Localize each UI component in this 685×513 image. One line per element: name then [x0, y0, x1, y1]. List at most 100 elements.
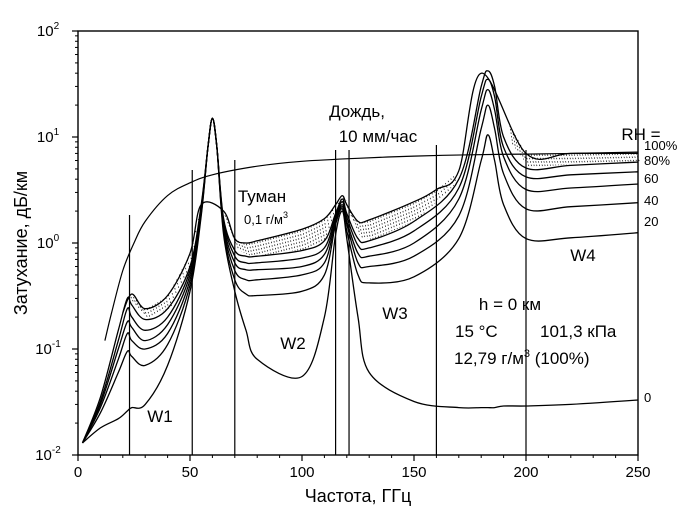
x-axis-label: Частота, ГГц: [305, 486, 412, 506]
hatch-mark: [423, 197, 428, 212]
y-axis-ticks: 10-2 10-1 100 101 102: [35, 21, 78, 464]
hatch-mark: [251, 242, 256, 256]
hatch-mark: [590, 153, 594, 164]
window-label-W1: W1: [147, 407, 173, 426]
x-tick-label: 100: [289, 464, 314, 481]
hatch-mark: [426, 195, 430, 209]
x-tick-label: 200: [513, 464, 538, 481]
y-axis-label: Затухание, дБ/км: [11, 171, 31, 315]
hatch-mark: [299, 230, 304, 250]
hatch-mark: [275, 236, 280, 253]
rh-label-40: 40: [644, 193, 658, 208]
hatch-mark: [404, 206, 409, 225]
hatch-mark: [418, 200, 422, 217]
conditions-temperature: 15 °C: [455, 322, 498, 341]
hatch-mark: [407, 205, 412, 224]
rh-label-60: 60: [644, 171, 658, 186]
hatch-mark: [307, 227, 312, 247]
window-label-W3: W3: [382, 304, 408, 323]
hatch-mark: [367, 221, 371, 240]
window-boundary-lines: [128, 145, 527, 455]
hatch-mark: [517, 139, 522, 156]
hatch-mark: [372, 219, 377, 239]
hatch-mark: [318, 222, 323, 243]
conditions-density: 12,79 г/м3 (100%): [454, 348, 590, 368]
hatch-mark: [272, 237, 277, 254]
x-tick-label: 250: [625, 464, 650, 481]
hatch-mark: [402, 207, 406, 226]
hatch-mark: [385, 213, 390, 233]
rh-title: RH =: [621, 125, 660, 144]
hatch-mark: [584, 154, 589, 164]
hatch-mark: [582, 154, 586, 164]
hatch-mark: [130, 296, 135, 303]
rh-curve-labels: 0 20 40 60 80%100%: [644, 138, 678, 405]
hatch-mark: [592, 153, 597, 164]
hatch-mark: [149, 306, 154, 317]
hatch-mark: [283, 234, 288, 252]
x-tick-label: 0: [74, 464, 82, 481]
hatch-mark: [267, 238, 272, 254]
rain-curve: [104, 152, 639, 341]
hatch-mark: [393, 210, 398, 229]
rh-curve-60: [81, 88, 639, 444]
rh-label-0: 0: [644, 390, 651, 405]
hatch-mark: [533, 154, 538, 167]
hatch-mark: [420, 198, 425, 214]
hatch-mark: [606, 153, 610, 163]
rh-label-100pct: 100%: [644, 138, 678, 153]
hatch-mark: [560, 154, 565, 166]
hatch-mark: [595, 153, 600, 164]
fog-density-label: 0,1 г/м3: [244, 210, 288, 227]
hatch-mark: [445, 182, 449, 191]
hatch-mark: [630, 153, 635, 162]
window-labels: W1 W2 W3 W4: [147, 246, 596, 426]
hatch-mark: [520, 144, 524, 160]
hatch-mark: [380, 216, 385, 235]
y-tick-label: 10-1: [35, 339, 61, 358]
hatch-mark: [617, 153, 621, 163]
hatch-mark: [321, 220, 326, 241]
hatch-mark: [611, 153, 616, 163]
hatch-mark: [428, 194, 433, 207]
hatch-mark: [143, 308, 148, 318]
hatch-mark: [364, 221, 369, 239]
x-tick-label: 50: [182, 464, 199, 481]
x-axis-ticks: 0 50 100 150 200 250: [74, 455, 651, 481]
hatch-mark: [396, 209, 401, 228]
hatch-mark: [625, 153, 629, 162]
hatch-mark: [141, 305, 145, 315]
hatch-mark: [619, 153, 624, 163]
window-label-W2: W2: [280, 334, 306, 353]
hatch-mark: [571, 154, 576, 165]
hatch-mark: [536, 154, 541, 167]
hatch-mark: [259, 240, 264, 255]
hatch-mark: [170, 289, 175, 302]
hatch-mark: [361, 221, 366, 239]
fog-label: Туман: [238, 187, 286, 206]
hatch-mark: [525, 154, 530, 168]
hatch-mark: [270, 238, 274, 254]
hatch-mark: [138, 302, 143, 312]
rh-curve-40: [81, 104, 639, 444]
hatch-mark: [377, 217, 382, 236]
hatch-mark: [410, 204, 414, 222]
rh-curve-100pct: [81, 70, 639, 444]
hatch-mark: [431, 192, 436, 204]
hatch-mark: [633, 153, 637, 162]
hatch-mark: [262, 240, 266, 255]
y-tick-label: 100: [37, 233, 60, 252]
hatch-mark: [388, 212, 393, 232]
rh-curves: [81, 70, 639, 444]
plot-frame: [77, 30, 639, 456]
hatch-mark: [305, 228, 309, 248]
hatch-mark: [297, 231, 301, 251]
x-tick-label: 150: [401, 464, 426, 481]
hatch-mark: [549, 154, 554, 166]
hatch-mark: [574, 154, 578, 165]
hatch-mark: [436, 189, 441, 199]
hatch-mark: [600, 153, 605, 163]
hatch-mark: [152, 305, 156, 316]
hatch-mark: [264, 239, 269, 255]
